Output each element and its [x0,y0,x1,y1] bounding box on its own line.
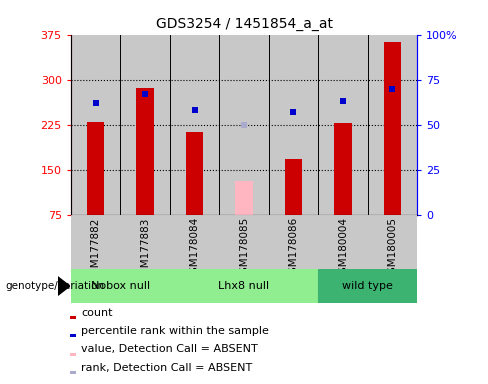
Text: value, Detection Call = ABSENT: value, Detection Call = ABSENT [81,344,258,354]
Text: GSM178084: GSM178084 [189,217,200,280]
Text: GSM177883: GSM177883 [140,217,150,281]
Text: rank, Detection Call = ABSENT: rank, Detection Call = ABSENT [81,363,253,373]
Bar [120,35,170,215]
Bar [318,35,368,215]
Text: Lhx8 null: Lhx8 null [219,281,269,291]
Bar [285,159,302,215]
Bar [384,42,401,215]
Bar [368,35,417,215]
Text: GSM180004: GSM180004 [338,217,348,280]
Bar [269,215,318,269]
Text: GSM178086: GSM178086 [288,217,299,280]
Bar [235,181,253,215]
Polygon shape [58,276,70,296]
Bar [136,88,154,215]
Bar [71,35,120,215]
Bar [334,123,352,215]
Bar [170,215,219,269]
Text: percentile rank within the sample: percentile rank within the sample [81,326,269,336]
Bar [318,215,368,269]
Text: GSM178085: GSM178085 [239,217,249,280]
Bar [219,215,269,269]
Text: genotype/variation: genotype/variation [5,281,104,291]
Bar [70,316,76,319]
Title: GDS3254 / 1451854_a_at: GDS3254 / 1451854_a_at [156,17,332,31]
Bar [120,215,170,269]
Text: Nobox null: Nobox null [91,281,150,291]
Text: GSM180005: GSM180005 [387,217,398,280]
Bar [219,35,269,215]
Bar [318,269,417,303]
Bar [170,35,219,215]
Bar [87,122,104,215]
Bar [186,132,203,215]
Text: count: count [81,308,113,318]
Bar [170,269,318,303]
Bar [71,269,170,303]
Bar [70,353,76,356]
Text: GSM177882: GSM177882 [90,217,101,281]
Bar [71,215,120,269]
Bar [70,371,76,374]
Text: wild type: wild type [342,281,393,291]
Bar [70,334,76,337]
Bar [269,35,318,215]
Bar [368,215,417,269]
